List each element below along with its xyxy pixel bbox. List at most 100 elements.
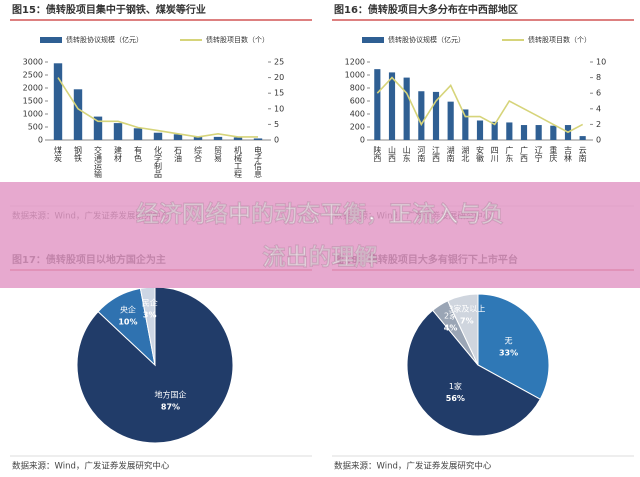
x-tick-label: 河南 bbox=[417, 145, 426, 162]
bar bbox=[491, 121, 498, 140]
bar bbox=[403, 77, 410, 140]
x-tick-label: 钢铁 bbox=[74, 145, 83, 163]
x-tick-label: 云南 bbox=[578, 146, 587, 162]
banner-bg bbox=[0, 182, 640, 288]
legend-label: 债转股项目数（个） bbox=[528, 35, 591, 44]
y-tick-label: 2500 bbox=[23, 71, 43, 80]
bar bbox=[535, 125, 542, 140]
y-tick-label: 1000 bbox=[23, 110, 43, 119]
y-tick-label: 800 bbox=[350, 84, 365, 93]
y-tick-label: 3000 bbox=[23, 58, 43, 67]
line bbox=[57, 77, 258, 138]
x-tick-label: 化学制品 bbox=[154, 145, 163, 179]
y-tick-label: 400 bbox=[350, 110, 365, 119]
chart-source: 数据来源：Wind，广发证券发展研究中心 bbox=[12, 461, 170, 472]
legend-label: 债转股协议规模（亿元） bbox=[66, 35, 143, 44]
pie-slice bbox=[406, 309, 541, 437]
bar bbox=[173, 134, 183, 140]
bar bbox=[388, 72, 396, 140]
slice-value: 87% bbox=[161, 402, 180, 411]
bar bbox=[233, 137, 243, 140]
bar bbox=[579, 136, 586, 140]
x-tick-label: 山西 bbox=[388, 145, 397, 163]
x-tick-label: 江西 bbox=[432, 146, 441, 163]
bar bbox=[476, 120, 484, 140]
bar bbox=[506, 122, 513, 140]
slice-value: 4% bbox=[444, 323, 458, 332]
legend-swatch bbox=[362, 37, 384, 43]
slice-label: 无 bbox=[505, 336, 513, 345]
bar bbox=[73, 89, 83, 140]
y2-tick-label: 2 bbox=[596, 120, 601, 129]
x-tick-label: 吉林 bbox=[564, 146, 573, 163]
y2-tick-label: 10 bbox=[596, 58, 606, 67]
bar bbox=[520, 125, 528, 140]
slice-label: 地方国企 bbox=[154, 389, 186, 399]
bar bbox=[213, 136, 223, 140]
bar bbox=[550, 125, 557, 140]
x-tick-label: 机械工程 bbox=[234, 145, 243, 179]
y2-tick-label: 8 bbox=[596, 73, 601, 82]
pie-slice bbox=[76, 286, 234, 444]
y-tick-label: 0 bbox=[360, 136, 365, 145]
y2-tick-label: 5 bbox=[274, 120, 279, 129]
y-tick-label: 0 bbox=[38, 136, 43, 145]
legend-label: 债转股协议规模（亿元） bbox=[388, 35, 465, 44]
bar bbox=[432, 91, 440, 140]
x-tick-label: 湖南 bbox=[446, 146, 455, 162]
bar bbox=[153, 132, 163, 140]
y2-tick-label: 25 bbox=[274, 58, 284, 67]
x-tick-label: 重庆 bbox=[549, 145, 558, 163]
slice-label: 民企 bbox=[142, 298, 158, 308]
bar bbox=[93, 116, 103, 140]
y-tick-label: 600 bbox=[350, 97, 365, 106]
x-tick-label: 电子信息 bbox=[254, 145, 263, 178]
slice-value: 10% bbox=[118, 317, 137, 326]
slice-label: 3家及以上 bbox=[448, 304, 485, 314]
y-tick-label: 1200 bbox=[345, 58, 365, 67]
y-tick-label: 1500 bbox=[23, 97, 43, 106]
y-tick-label: 1000 bbox=[345, 71, 365, 80]
slice-label: 1家 bbox=[449, 381, 462, 391]
y2-tick-label: 20 bbox=[274, 73, 284, 82]
bar bbox=[462, 109, 469, 140]
chart-title: 图16：债转股项目大多分布在中西部地区 bbox=[334, 3, 518, 16]
x-tick-label: 贸易 bbox=[214, 145, 223, 163]
x-tick-label: 综合 bbox=[194, 145, 203, 163]
bar bbox=[447, 101, 454, 140]
slice-label: 央企 bbox=[120, 304, 136, 314]
bar bbox=[418, 91, 425, 140]
y2-tick-label: 0 bbox=[274, 136, 279, 145]
slice-value: 3% bbox=[143, 311, 157, 320]
x-tick-label: 安徽 bbox=[476, 145, 485, 163]
y2-tick-label: 6 bbox=[596, 89, 601, 98]
slice-label: 2家 bbox=[444, 310, 457, 320]
slice-value: 33% bbox=[499, 348, 518, 357]
bar bbox=[374, 69, 381, 140]
bar bbox=[113, 123, 123, 140]
x-tick-label: 有色 bbox=[134, 145, 143, 162]
slice-value: 56% bbox=[446, 394, 465, 403]
y-tick-label: 500 bbox=[28, 123, 43, 132]
y-tick-label: 200 bbox=[350, 123, 365, 132]
x-tick-label: 山东 bbox=[402, 145, 411, 162]
y2-tick-label: 0 bbox=[596, 136, 601, 145]
chart-title: 图15：债转股项目集中于钢铁、煤炭等行业 bbox=[12, 3, 206, 16]
x-tick-label: 交通运输 bbox=[94, 145, 103, 179]
bar bbox=[253, 138, 263, 140]
legend-label: 债转股项目数（个） bbox=[206, 35, 269, 44]
pie-slice bbox=[447, 293, 479, 366]
banner-title: 流出的理解 bbox=[263, 244, 378, 271]
banner-title: 经济网络中的动态平衡，正流入与负 bbox=[136, 201, 504, 228]
x-tick-label: 广西 bbox=[520, 145, 529, 163]
x-tick-label: 辽宁 bbox=[534, 146, 543, 162]
slice-value: 7% bbox=[460, 317, 474, 326]
x-tick-label: 煤炭 bbox=[54, 145, 63, 163]
x-tick-label: 广东 bbox=[505, 145, 514, 162]
y2-tick-label: 15 bbox=[274, 89, 284, 98]
x-tick-label: 四川 bbox=[490, 146, 499, 162]
chart-source: 数据来源：Wind，广发证券发展研究中心 bbox=[334, 461, 492, 472]
bar bbox=[193, 136, 203, 140]
x-tick-label: 湖北 bbox=[461, 146, 470, 163]
